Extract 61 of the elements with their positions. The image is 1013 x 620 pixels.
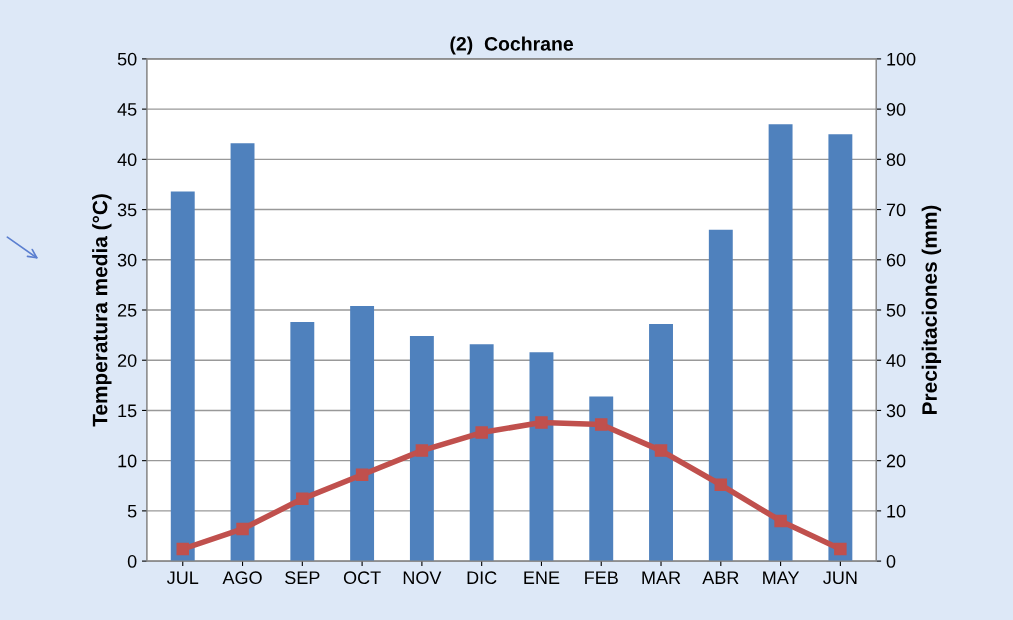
bar xyxy=(589,396,614,562)
point xyxy=(415,444,429,457)
y2-tick-label: 10 xyxy=(887,504,906,518)
bar xyxy=(768,124,793,562)
x-tick-label: MAR xyxy=(642,571,681,584)
y-tick-label: 15 xyxy=(118,404,137,418)
x-tick-label: ABR xyxy=(702,571,739,584)
x-tick-label: OCT xyxy=(343,571,381,585)
y2-tick-label: 100 xyxy=(887,52,916,66)
bar xyxy=(649,324,673,562)
y2-tick-label: 80 xyxy=(886,153,906,167)
y2-tick-label: 20 xyxy=(886,454,906,468)
y2-tick-label: 50 xyxy=(886,303,906,317)
y2-tick-label: 60 xyxy=(886,253,906,267)
y-tick-label: 50 xyxy=(117,52,137,66)
bar xyxy=(350,305,375,562)
point xyxy=(535,416,548,429)
bar xyxy=(708,229,733,562)
x-tick-label: MAY xyxy=(763,571,800,584)
y-axis-title: Temperatura media (°C) xyxy=(92,194,112,427)
y-tick-label: 30 xyxy=(117,253,137,267)
point xyxy=(355,468,369,481)
y2-tick-label: 90 xyxy=(886,103,906,116)
point xyxy=(774,514,787,528)
y2-tick-label: 70 xyxy=(886,203,906,217)
y-tick-label: 20 xyxy=(117,354,137,367)
point xyxy=(176,542,190,556)
x-tick-label: JUL xyxy=(166,571,199,585)
y-tick-label: 5 xyxy=(127,505,137,518)
y2-axis-title: Precipitaciones (mm) xyxy=(921,205,942,414)
x-tick-label: JUN xyxy=(823,571,857,585)
bar xyxy=(828,134,853,562)
point xyxy=(714,478,728,492)
bar xyxy=(409,336,434,562)
y-tick-label: 25 xyxy=(117,303,137,317)
x-tick-label: NOV xyxy=(403,571,442,585)
bar xyxy=(290,322,315,562)
point xyxy=(594,418,608,431)
chart-title: (2) Cochrane xyxy=(450,36,574,55)
y2-tick-label: 0 xyxy=(886,555,896,568)
x-tick-label: ENE xyxy=(524,571,560,584)
y-tick-label: 40 xyxy=(117,153,137,167)
point xyxy=(654,444,668,457)
y-tick-label: 45 xyxy=(117,103,137,116)
x-tick-label: FEB xyxy=(585,571,618,584)
point xyxy=(296,492,309,506)
point xyxy=(834,542,847,556)
y2-tick-label: 30 xyxy=(886,404,906,418)
bar xyxy=(170,191,195,562)
bar xyxy=(529,352,554,562)
y-tick-label: 0 xyxy=(127,555,137,568)
x-tick-label: AGO xyxy=(222,571,262,585)
bar xyxy=(469,344,494,562)
y-tick-label: 10 xyxy=(118,454,137,468)
bar xyxy=(230,143,255,562)
y2-tick-label: 40 xyxy=(886,354,906,367)
x-tick-label: DIC xyxy=(467,571,497,585)
point xyxy=(236,522,249,536)
point xyxy=(475,426,488,439)
y-tick-label: 35 xyxy=(117,203,137,217)
x-tick-label: SEP xyxy=(285,571,320,585)
